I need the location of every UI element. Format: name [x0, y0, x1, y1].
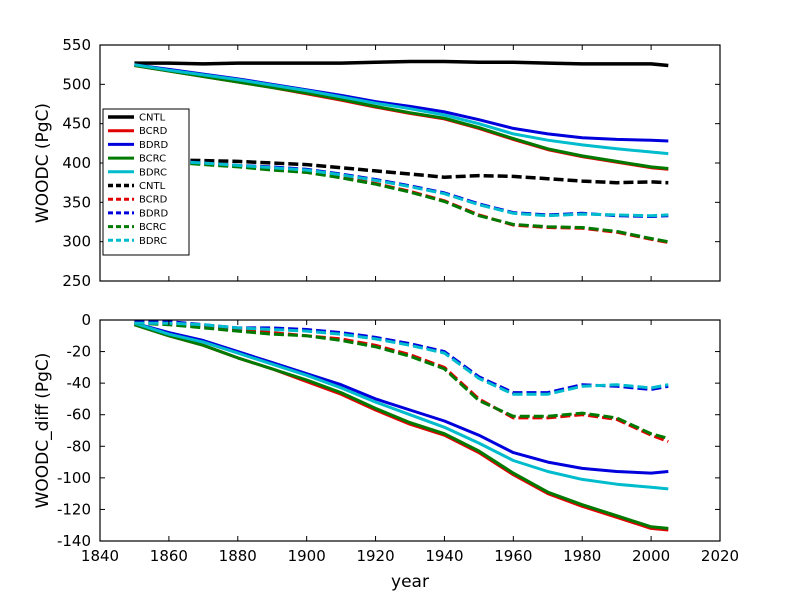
x-axis-label: year: [391, 572, 429, 592]
series-bdrc-solid-line: [133, 321, 669, 491]
legend-item: BCRC: [108, 222, 166, 233]
y-tick-label: -40: [67, 374, 92, 392]
y-tick-label: 250: [62, 272, 91, 290]
y-tick-label: 450: [62, 115, 91, 133]
legend-label: BCRC: [139, 154, 166, 165]
x-tick-label: 1880: [219, 547, 257, 565]
legend: CNTL BCRD BDRD BCRC BDRC CNTL BCRD BDRD BCRC BDRC: [102, 108, 190, 256]
legend-label: BCRC: [139, 222, 166, 233]
y-tick-label: 500: [62, 75, 91, 93]
legend-label: BDRD: [139, 208, 169, 219]
y-tick-label: -100: [57, 469, 91, 487]
y-tick-label: 550: [62, 36, 91, 54]
axes-frame: [99, 319, 721, 542]
x-tick-label: 1940: [425, 547, 463, 565]
series-bdrc-dashed-line: [134, 158, 669, 218]
y-axis-label: WOODC (PgC): [33, 103, 53, 223]
legend-label: BDRC: [139, 167, 167, 178]
series-bcrc-dashed-line: [134, 321, 669, 440]
series-bdrc-dashed-line: [134, 321, 669, 396]
legend-item: BCRC: [108, 154, 166, 165]
y-tick-label: -60: [67, 406, 92, 424]
y-tick-label: 400: [62, 154, 91, 172]
series-cntl-solid-line: [134, 59, 669, 68]
y-tick-label: -80: [67, 437, 92, 455]
series-cntl-dashed-line: [134, 156, 669, 185]
axes-background: [100, 320, 720, 541]
x-tick-label: 2020: [701, 547, 739, 565]
legend-label: BCRD: [139, 126, 168, 137]
legend-label: BCRD: [139, 195, 168, 206]
legend-item: BDRC: [108, 167, 167, 178]
series-bcrc-dashed-line: [134, 158, 669, 244]
legend-item: CNTL: [108, 113, 166, 124]
series-bdrc-solid-line: [134, 63, 669, 156]
legend-item: BDRD: [108, 140, 169, 151]
legend-box: [102, 108, 190, 256]
series-bcrc-solid-line: [134, 64, 669, 170]
y-tick-label: 300: [62, 233, 91, 251]
x-tick-label: 1980: [563, 547, 601, 565]
legend-label: CNTL: [139, 181, 166, 192]
legend-item: CNTL: [108, 181, 166, 192]
x-tick-label: 1840: [81, 547, 119, 565]
axes-0: 250 300 350 400 450 500 550 WOODC (PgC) CNTL BCRD…: [33, 36, 721, 290]
y-tick-label: 350: [62, 193, 91, 211]
legend-item: BCRD: [108, 126, 168, 137]
x-tick-label: 2000: [632, 547, 670, 565]
x-tick-label: 1860: [150, 547, 188, 565]
legend-label: CNTL: [139, 113, 166, 124]
axes-1: 1840 1860 1880 1900 1920 1940 1960 1980 2000 2020…: [33, 311, 739, 592]
legend-item: BDRD: [108, 208, 169, 219]
x-tick-label: 1920: [356, 547, 394, 565]
legend-item: BCRD: [108, 195, 168, 206]
legend-label: BDRC: [139, 236, 167, 247]
y-tick-label: -120: [57, 500, 91, 518]
y-tick-label: -20: [67, 343, 92, 361]
series-bcrd-dashed-line: [134, 320, 669, 444]
y-tick-label: -140: [57, 532, 91, 550]
series-bcrc-solid-line: [133, 323, 669, 530]
legend-label: BDRD: [139, 140, 169, 151]
x-tick-label: 1960: [494, 547, 532, 565]
y-tick-label: 0: [81, 311, 91, 329]
y-axis-label: WOODC_diff (PgC): [33, 353, 53, 509]
x-tick-label: 1900: [288, 547, 326, 565]
legend-item: BDRC: [108, 236, 167, 247]
